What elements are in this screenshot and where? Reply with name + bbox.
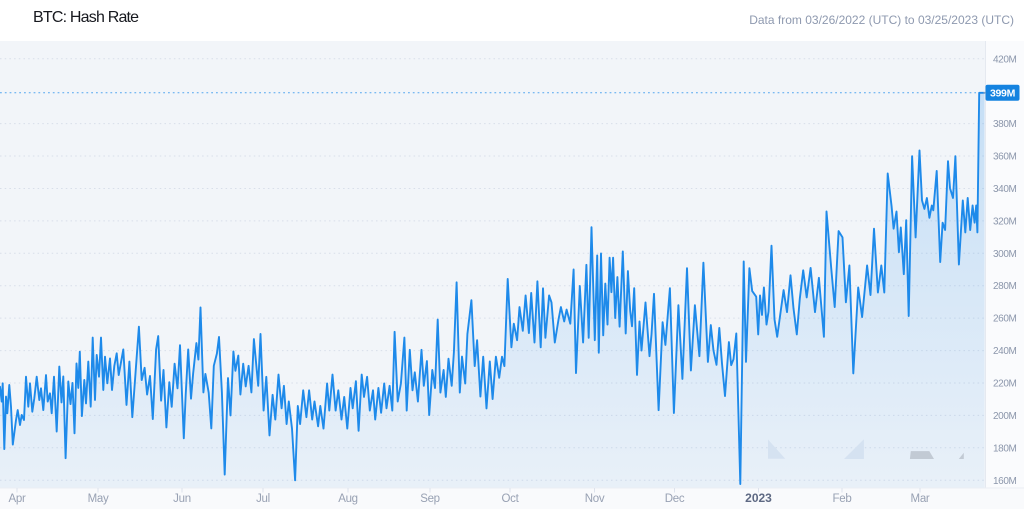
svg-text:160M: 160M (993, 476, 1016, 487)
svg-text:Apr: Apr (9, 493, 26, 505)
svg-text:420M: 420M (993, 54, 1016, 65)
svg-text:360M: 360M (993, 152, 1016, 163)
svg-text:Feb: Feb (833, 493, 852, 505)
svg-text:2023: 2023 (745, 491, 772, 505)
svg-text:380M: 380M (993, 119, 1016, 130)
svg-text:Jul: Jul (256, 493, 270, 505)
svg-text:300M: 300M (993, 249, 1016, 260)
svg-text:May: May (88, 493, 109, 505)
svg-text:Mar: Mar (911, 493, 930, 505)
svg-text:Sep: Sep (420, 493, 440, 505)
svg-text:180M: 180M (993, 443, 1016, 454)
svg-text:320M: 320M (993, 216, 1016, 227)
svg-text:Dec: Dec (665, 493, 685, 505)
svg-text:220M: 220M (993, 379, 1016, 390)
svg-text:280M: 280M (993, 281, 1016, 292)
svg-text:Jun: Jun (173, 493, 191, 505)
svg-text:Nov: Nov (585, 493, 605, 505)
svg-text:200M: 200M (993, 411, 1016, 422)
svg-text:260M: 260M (993, 314, 1016, 325)
svg-text:340M: 340M (993, 184, 1016, 195)
svg-text:Aug: Aug (338, 493, 358, 505)
svg-text:240M: 240M (993, 346, 1016, 357)
svg-text:Oct: Oct (502, 493, 520, 505)
svg-text:399M: 399M (990, 88, 1016, 100)
